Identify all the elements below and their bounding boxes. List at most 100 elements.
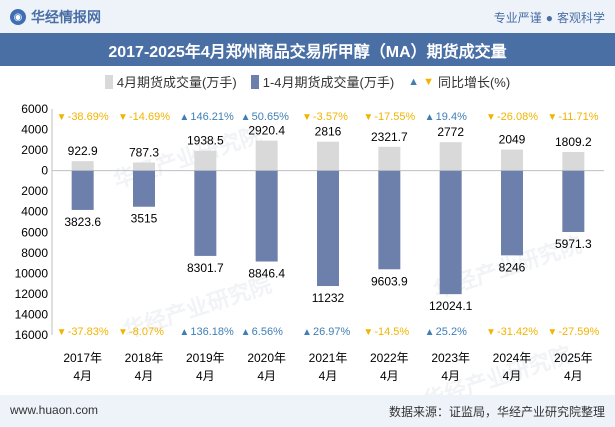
data-label-april: 787.3 — [129, 146, 159, 160]
x-tick-label-year: 2021年 — [309, 351, 348, 365]
x-tick-label-year: 2025年 — [554, 351, 593, 365]
x-tick-label-year: 2022年 — [370, 351, 409, 365]
growth-label-april: -26.08% — [497, 111, 538, 123]
brand-name: 华经情报网 — [31, 9, 101, 25]
slogan: 专业严谨 ● 客观科学 — [494, 9, 605, 26]
growth-label-cumulative: 26.97% — [313, 326, 351, 338]
data-label-april: 2920.4 — [248, 124, 285, 138]
x-tick-label-month: 4月 — [319, 369, 338, 383]
growth-label-cumulative: -8.07% — [129, 326, 164, 338]
growth-label-april: -11.71% — [558, 111, 598, 123]
legend-swatch-april — [104, 74, 113, 89]
bar-april — [378, 146, 401, 171]
legend-item-april: 4月期货成交量(万手) — [104, 72, 237, 91]
x-tick-label-month: 4月 — [73, 369, 92, 383]
growth-down-icon: ▼ — [57, 112, 67, 123]
slogan-left: 专业严谨 — [493, 11, 542, 25]
x-tick-label-month: 4月 — [441, 369, 460, 383]
x-tick-label-month: 4月 — [257, 369, 276, 383]
bar-cumulative — [255, 170, 278, 262]
x-tick-label-month: 4月 — [380, 369, 399, 383]
y-tick-label: 12000 — [15, 287, 49, 301]
bar-april — [317, 141, 339, 171]
growth-label-april: 146.21% — [190, 111, 234, 123]
y-tick-label: 8000 — [21, 246, 48, 260]
growth-down-icon: ▼ — [547, 112, 557, 123]
y-tick-label: 0 — [41, 164, 48, 178]
growth-label-cumulative: -31.42% — [497, 326, 538, 338]
growth-down-icon: ▼ — [486, 327, 496, 338]
growth-label-cumulative: -14.5% — [374, 326, 409, 338]
bar-cumulative — [501, 170, 523, 256]
growth-label-april: 19.4% — [436, 111, 467, 123]
data-label-cumulative: 8246 — [499, 260, 526, 274]
data-label-cumulative: 11232 — [312, 291, 345, 305]
y-tick-label: 2000 — [21, 143, 48, 157]
legend-item-growth: ▲ ▼ 同比增长(%) — [408, 72, 510, 91]
growth-down-icon: ▼ — [118, 112, 128, 123]
y-tick-label: 6000 — [21, 225, 48, 239]
legend-label-april: 4月期货成交量(万手) — [116, 75, 237, 90]
x-tick-label-year: 2024年 — [493, 351, 532, 365]
growth-up-icon: ▲ — [241, 327, 251, 338]
growth-label-cumulative: -37.83% — [68, 326, 109, 338]
growth-label-april: -17.55% — [374, 111, 415, 123]
chart-title: 2017-2025年4月郑州商品交易所甲醇（MA）期货成交量 — [0, 33, 615, 66]
bar-april — [562, 152, 585, 171]
logo-icon: ◉ — [10, 9, 26, 25]
y-tick-label: 16000 — [15, 328, 49, 342]
x-tick-label-month: 4月 — [503, 369, 522, 383]
y-tick-label: 2000 — [21, 184, 48, 198]
legend-swatch-cumulative — [250, 74, 259, 89]
x-tick-label-month: 4月 — [564, 369, 583, 383]
x-tick-label-month: 4月 — [135, 369, 154, 383]
slogan-right: 客观科学 — [556, 11, 605, 25]
legend-item-cumulative: 1-4月期货成交量(万手) — [250, 72, 395, 91]
bar-april — [439, 142, 462, 171]
growth-down-icon: ▼ — [118, 327, 128, 338]
bar-april — [71, 161, 94, 171]
triangle-down-icon: ▼ — [423, 75, 434, 88]
y-tick-label: 4000 — [21, 205, 48, 219]
growth-label-april: 50.65% — [252, 111, 290, 123]
growth-label-april: -38.69% — [68, 111, 109, 123]
data-label-april: 922.9 — [68, 144, 98, 158]
footer-source: 数据来源：证监局，华经产业研究院整理 — [388, 405, 605, 419]
bar-cumulative — [133, 170, 155, 207]
growth-label-cumulative: 6.56% — [252, 326, 283, 338]
legend-label-cumulative: 1-4月期货成交量(万手) — [262, 75, 395, 90]
data-label-cumulative: 3515 — [131, 212, 158, 226]
footer: www.huaon.com 数据来源：证监局，华经产业研究院整理 — [0, 395, 615, 427]
growth-up-icon: ▲ — [425, 112, 435, 123]
bar-cumulative — [378, 170, 401, 270]
bar-cumulative — [71, 170, 94, 210]
bar-cumulative — [194, 170, 217, 256]
growth-label-cumulative: 136.18% — [190, 326, 234, 338]
legend-label-growth: 同比增长(%) — [437, 75, 511, 90]
growth-up-icon: ▲ — [179, 327, 189, 338]
bar-cumulative — [317, 170, 339, 287]
bar-cumulative — [439, 170, 462, 295]
footer-site: www.huaon.com — [10, 403, 99, 417]
growth-down-icon: ▼ — [486, 112, 496, 123]
data-label-april: 2321.7 — [371, 130, 408, 144]
x-tick-label-year: 2023年 — [431, 351, 470, 365]
bar-april — [194, 150, 217, 171]
data-label-april: 1938.5 — [187, 134, 224, 148]
bar-april — [133, 162, 155, 171]
bar-cumulative — [562, 170, 585, 232]
data-label-cumulative: 3823.6 — [64, 215, 101, 229]
bar-april — [255, 140, 278, 171]
growth-down-icon: ▼ — [302, 112, 312, 123]
bar-april — [501, 149, 523, 171]
growth-up-icon: ▲ — [302, 327, 312, 338]
x-tick-label-year: 2019年 — [186, 351, 225, 365]
growth-label-cumulative: 25.2% — [436, 326, 467, 338]
slogan-separator: ● — [545, 10, 553, 25]
growth-down-icon: ▼ — [57, 327, 67, 338]
growth-label-april: -3.57% — [313, 111, 348, 123]
x-tick-label-month: 4月 — [196, 369, 215, 383]
data-label-april: 2049 — [499, 133, 526, 147]
brand: ◉ 华经情报网 — [10, 8, 101, 26]
growth-down-icon: ▼ — [363, 327, 373, 338]
